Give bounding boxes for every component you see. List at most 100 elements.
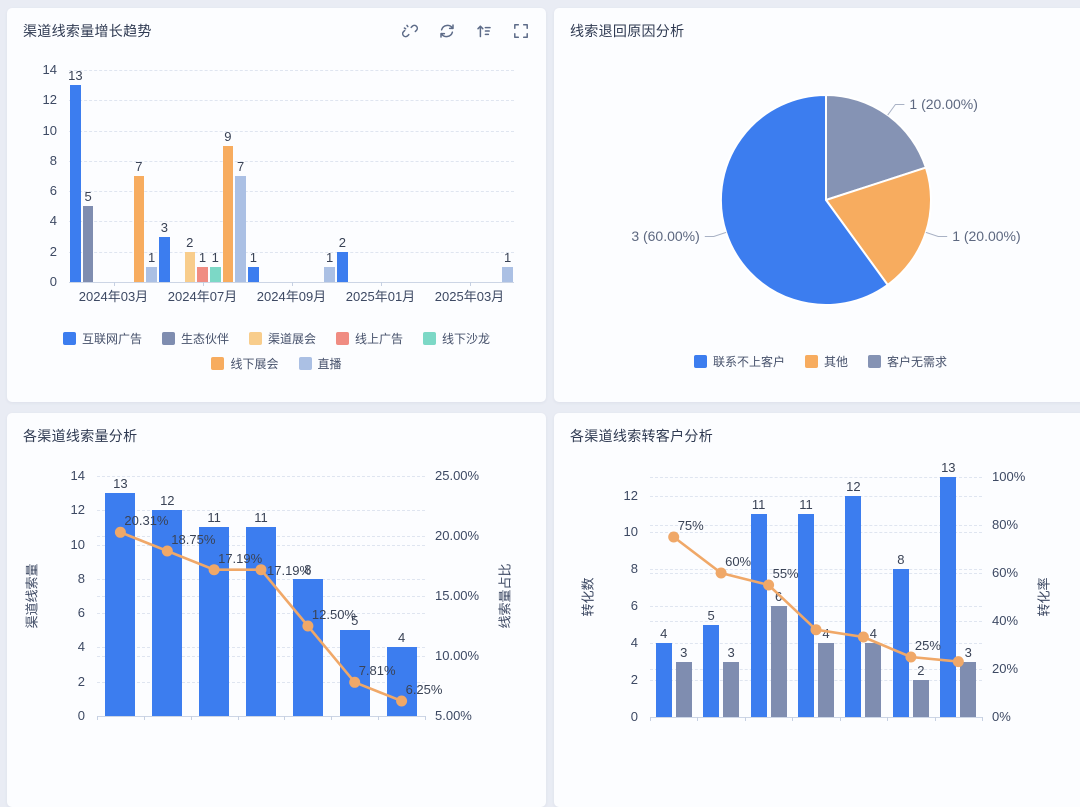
line-point[interactable] bbox=[763, 579, 775, 591]
bar[interactable] bbox=[892, 569, 909, 717]
legend-item-线下展会[interactable]: 线下展会 bbox=[211, 355, 279, 372]
right-axis-tick-label: 60% bbox=[992, 565, 1019, 580]
bar-直播[interactable] bbox=[235, 176, 246, 282]
legend-item-联系不上客户[interactable]: 联系不上客户 bbox=[693, 353, 785, 370]
line-point[interactable] bbox=[905, 651, 917, 663]
bar[interactable] bbox=[770, 606, 787, 717]
x-axis-tick bbox=[143, 716, 145, 720]
right-axis-tick-label: 0% bbox=[992, 709, 1011, 724]
bar-线下展会[interactable] bbox=[222, 145, 234, 282]
line-point[interactable] bbox=[302, 620, 314, 632]
y-axis-tick-label: 8 bbox=[77, 570, 85, 586]
bar-互联网广告[interactable] bbox=[70, 85, 81, 282]
legend-item-线下沙龙[interactable]: 线下沙龙 bbox=[423, 330, 490, 347]
x-axis-tick bbox=[97, 716, 98, 720]
y-axis-tick-label: 2 bbox=[630, 672, 638, 688]
line-point[interactable] bbox=[857, 631, 869, 643]
bar[interactable] bbox=[199, 527, 230, 716]
line-point[interactable] bbox=[114, 526, 126, 538]
bar[interactable] bbox=[655, 643, 672, 717]
bar[interactable] bbox=[940, 477, 957, 717]
x-axis-tick bbox=[380, 282, 382, 286]
x-axis-tick bbox=[934, 717, 936, 721]
gridline bbox=[650, 669, 982, 670]
line-point[interactable] bbox=[668, 531, 680, 543]
bar[interactable] bbox=[818, 643, 834, 717]
bar-value-label: 2 bbox=[186, 234, 194, 250]
bar[interactable] bbox=[723, 661, 740, 717]
card-header: 渠道线索量增长趋势 bbox=[7, 8, 546, 41]
legend-item-直播[interactable]: 直播 bbox=[298, 355, 342, 372]
pie-slice-联系不上客户[interactable] bbox=[719, 93, 890, 306]
gridline bbox=[650, 606, 982, 608]
legend-item-互联网广告[interactable]: 互联网广告 bbox=[62, 330, 142, 347]
bar-渠道展会[interactable] bbox=[184, 251, 196, 282]
legend-item-其他[interactable]: 其他 bbox=[804, 353, 848, 370]
bar[interactable] bbox=[865, 643, 882, 717]
bar[interactable] bbox=[246, 527, 276, 716]
gridline bbox=[650, 643, 982, 645]
unlink-icon[interactable] bbox=[401, 22, 419, 40]
pie-slice-label: 3 (60.00%) bbox=[631, 228, 699, 244]
bar-直播[interactable] bbox=[146, 266, 157, 282]
card-channel-lead-conversion: 各渠道线索转客户分析 0% 20% 40% 60% 80% 100% 0 2 4 6 8 10 12 4 5… bbox=[554, 413, 1080, 807]
bar-生态伙伴[interactable] bbox=[82, 206, 94, 282]
line-point[interactable] bbox=[255, 564, 267, 576]
y-axis-tick-label: 6 bbox=[49, 183, 57, 199]
bar-直播[interactable] bbox=[502, 266, 513, 282]
bar[interactable] bbox=[339, 630, 370, 716]
bar[interactable] bbox=[750, 513, 767, 717]
pie-slice-label: 1 (20.00%) bbox=[909, 96, 977, 112]
line-point[interactable] bbox=[810, 624, 822, 636]
bar-直播[interactable] bbox=[324, 266, 335, 282]
x-axis-tick bbox=[469, 282, 471, 286]
legend-item-生态伙伴[interactable]: 生态伙伴 bbox=[161, 330, 229, 347]
line-point[interactable] bbox=[952, 656, 964, 668]
bar-互联网广告[interactable] bbox=[248, 266, 259, 282]
legend-swatch bbox=[62, 332, 76, 345]
bar[interactable] bbox=[675, 661, 692, 717]
bar-线下沙龙[interactable] bbox=[210, 266, 221, 282]
chart-legend-row: 互联网广告 生态伙伴 渠道展会 线上广告 线下沙龙 bbox=[7, 330, 546, 347]
bar-互联网广告[interactable] bbox=[159, 236, 170, 282]
refresh-icon[interactable] bbox=[438, 22, 456, 40]
bar-线下展会[interactable] bbox=[133, 176, 145, 282]
bar-value-label: 3 bbox=[727, 644, 735, 660]
line-point[interactable] bbox=[208, 564, 220, 576]
bar[interactable] bbox=[292, 578, 323, 716]
line-point[interactable] bbox=[161, 545, 173, 557]
x-axis-tick bbox=[113, 282, 115, 286]
bar[interactable] bbox=[960, 661, 977, 717]
legend-item-线上广告[interactable]: 线上广告 bbox=[336, 330, 403, 347]
y-axis-tick-label: 2 bbox=[49, 243, 57, 259]
sort-ascending-icon[interactable] bbox=[475, 22, 493, 40]
line-point[interactable] bbox=[396, 695, 408, 707]
legend-label: 线下展会 bbox=[230, 357, 279, 371]
fullscreen-icon[interactable] bbox=[512, 22, 530, 40]
line-point[interactable] bbox=[715, 567, 727, 579]
line-point-label: 20.31% bbox=[124, 513, 169, 529]
bar-value-label: 12 bbox=[846, 478, 861, 494]
pie-slice-其他[interactable] bbox=[824, 166, 933, 287]
bar-互联网广告[interactable] bbox=[337, 251, 348, 282]
legend-item-客户无需求[interactable]: 客户无需求 bbox=[868, 353, 947, 370]
bar-线上广告[interactable] bbox=[197, 266, 208, 282]
y-axis-tick-label: 2 bbox=[77, 673, 85, 689]
bar[interactable] bbox=[798, 513, 814, 717]
bar[interactable] bbox=[912, 680, 929, 717]
bar[interactable] bbox=[703, 624, 720, 717]
bar[interactable] bbox=[152, 510, 183, 716]
right-axis-tick-label: 25.00% bbox=[435, 468, 480, 483]
x-axis-tick bbox=[284, 716, 286, 720]
legend-item-渠道展会[interactable]: 渠道展会 bbox=[248, 330, 316, 347]
bar-value-label: 1 bbox=[211, 249, 219, 265]
gridline bbox=[650, 525, 982, 526]
legend-label: 其他 bbox=[823, 355, 848, 369]
bar[interactable] bbox=[845, 495, 862, 717]
line-point-label: 55% bbox=[772, 566, 799, 581]
legend-swatch bbox=[804, 355, 818, 368]
x-axis-label: 2025年01月 bbox=[345, 289, 416, 304]
pie-callout-line bbox=[704, 231, 727, 237]
line-point[interactable] bbox=[349, 676, 361, 688]
grouped-bar-chart: 0 2 4 6 8 10 12 14 2024年03月 2024年07月 2024年09月 2025年… bbox=[7, 8, 546, 402]
